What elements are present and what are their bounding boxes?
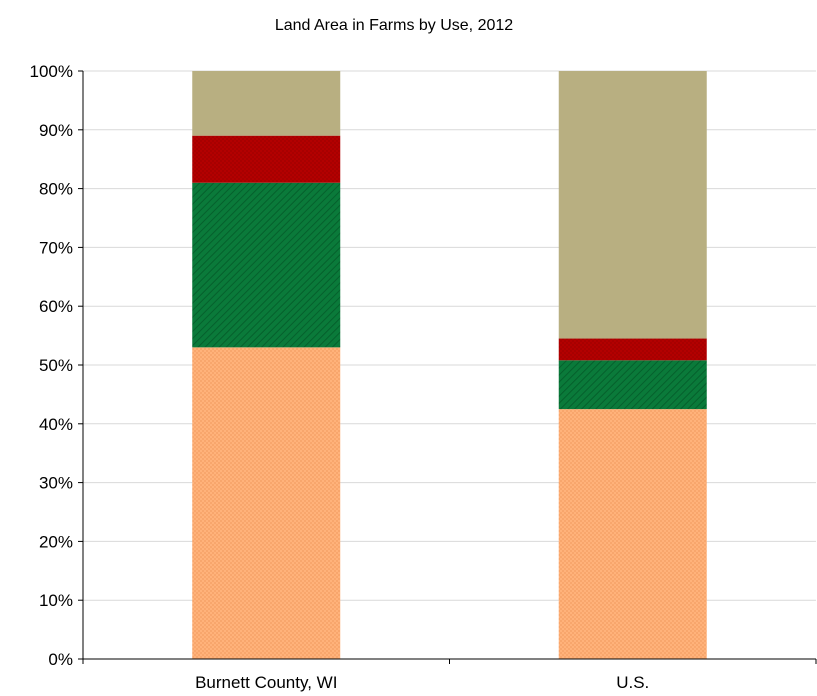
bar-segment (192, 135, 341, 183)
bar-segment (192, 347, 341, 659)
x-category-label: U.S. (616, 673, 649, 692)
y-tick-label: 70% (39, 238, 73, 257)
y-tick-label: 90% (39, 121, 73, 140)
y-tick-label: 0% (48, 650, 73, 669)
y-tick-label: 30% (39, 474, 73, 493)
y-tick-label: 60% (39, 297, 73, 316)
bar-segment (558, 338, 707, 361)
bar-segment (192, 71, 341, 136)
y-tick-label: 100% (30, 62, 73, 81)
y-tick-label: 80% (39, 180, 73, 199)
bars (192, 71, 707, 659)
bar-segment (558, 360, 707, 410)
y-axis-ticks: 0% 10% 20% 30% 40% 50% 60% 70% 80% 90% 100% (30, 62, 83, 669)
bar-segment (192, 182, 341, 348)
bar-segment (558, 409, 707, 659)
y-tick-label: 20% (39, 532, 73, 551)
chart-title: Land Area in Farms by Use, 2012 (275, 17, 513, 34)
bar-segment (558, 71, 707, 339)
y-tick-label: 10% (39, 591, 73, 610)
x-axis-ticks: Burnett County, WI U.S. (82, 659, 817, 692)
x-category-label: Burnett County, WI (195, 673, 337, 692)
y-tick-label: 40% (39, 415, 73, 434)
y-tick-label: 50% (39, 356, 73, 375)
